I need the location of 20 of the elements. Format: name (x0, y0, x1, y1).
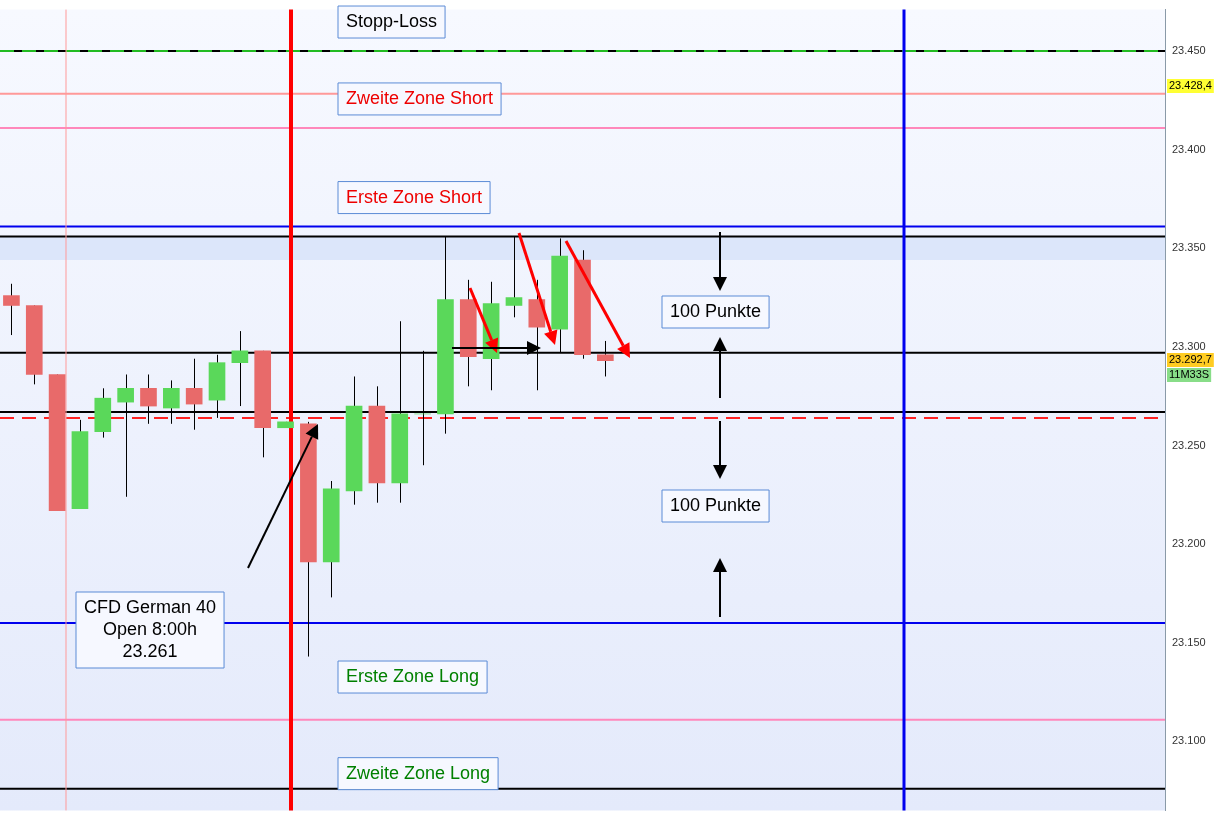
y-tick-label: 23.450 (1172, 44, 1206, 57)
y-tick-label: 23.350 (1172, 241, 1206, 254)
annotation: 100 Punkte (670, 494, 762, 515)
ref-line-label: Zweite Zone Short (345, 87, 494, 108)
y-tick-label: 23.150 (1172, 635, 1206, 648)
ref-line-label: Zweite Zone Long (346, 762, 491, 783)
ref-line-label: Stopp-Loss (346, 10, 438, 31)
ref-line-label: Erste Zone Long (346, 665, 480, 686)
ref-line-label: Erste Zone Short (345, 186, 483, 207)
y-tick-label: 23.300 (1172, 339, 1206, 352)
y-tick-label: 23.400 (1172, 142, 1206, 155)
y-tick-label: 23.100 (1172, 734, 1206, 747)
y-tick-label: 23.250 (1172, 438, 1206, 451)
text: 23.292,7 (1169, 353, 1212, 366)
text: 23.428,4 (1169, 79, 1212, 92)
y-tick-label: 23.200 (1172, 537, 1206, 550)
text: 11M33S (1169, 368, 1210, 381)
candlestick (3, 283, 20, 336)
annotation: 100 Punkte (670, 300, 762, 321)
annotation: CFD German 40 Open 8:00h 23.261 (84, 596, 217, 661)
